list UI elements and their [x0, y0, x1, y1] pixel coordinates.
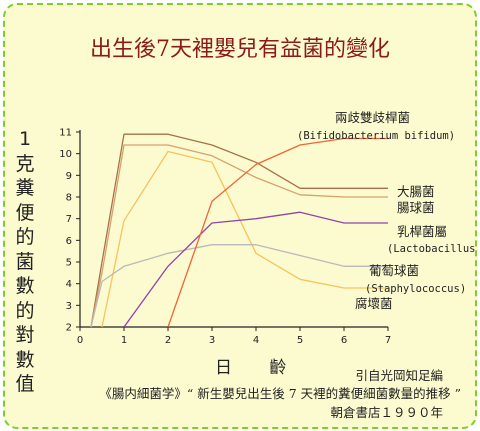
x-tick-label: 6 — [341, 335, 347, 346]
x-tick-label: 0 — [77, 335, 83, 346]
series-line — [123, 211, 388, 328]
x-tick-label: 7 — [385, 335, 391, 346]
series-label-staphylococcus: 葡萄球菌 — [369, 263, 419, 278]
series-line — [101, 150, 388, 328]
series-label-bifidobacterium: 兩歧雙歧桿菌 — [335, 110, 410, 125]
series-line — [167, 137, 388, 328]
y-tick-label: 5 — [66, 258, 72, 269]
x-axis-label: 日 齡 — [215, 358, 303, 378]
x-tick-label: 4 — [253, 335, 259, 346]
citation-line-1: 引自光岡知足編 — [355, 368, 443, 383]
series-label-bifidobacterium-sub: (Bifidobacterium bifidum) — [297, 130, 455, 142]
series-label-enterococcus: 腸球菌 — [397, 200, 435, 215]
y-tick-label: 3 — [66, 301, 72, 312]
x-tick-label: 1 — [121, 335, 127, 346]
series-line — [90, 133, 388, 328]
y-tick-label: 7 — [66, 214, 72, 225]
chart-panel: 出生後7天裡嬰兒有益菌的變化 1克糞便的菌數的對數值 日 齡 引自光岡知足編 《… — [3, 3, 477, 429]
series-label-staphylococcus-sub: (Staphylococcus) — [365, 283, 466, 295]
y-tick-label: 8 — [66, 193, 72, 204]
y-tick-label: 10 — [59, 149, 72, 160]
series-label-lactobacillus: 乳桿菌屬 — [397, 224, 447, 239]
y-tick-label: 11 — [59, 128, 72, 139]
y-axis-label: 1克糞便的菌數的對數值 — [15, 128, 35, 395]
y-tick-label: 4 — [66, 279, 72, 290]
series-line — [90, 244, 388, 328]
series-label-lactobacillus-sub: (Lactobacillus) — [387, 243, 475, 255]
series-label-coliform: 大腸菌 — [397, 184, 435, 199]
series-line — [90, 144, 388, 328]
x-tick-label: 2 — [165, 335, 171, 346]
chart-title: 出生後7天裡嬰兒有益菌的變化 — [90, 37, 390, 62]
series-label-putrefactive: 腐壞菌 — [355, 296, 393, 311]
y-tick-label: 2 — [66, 323, 72, 334]
x-tick-label: 3 — [209, 335, 215, 346]
y-tick-label: 9 — [66, 171, 72, 182]
citation-line-2: 《腸内細菌学》“ 新生嬰兒出生後 7 天裡的糞便細菌數量的推移 ” — [99, 386, 461, 401]
y-tick-label: 6 — [66, 236, 72, 247]
citation-line-3: 朝倉書店１９９０年 — [330, 405, 443, 420]
x-tick-label: 5 — [297, 335, 303, 346]
